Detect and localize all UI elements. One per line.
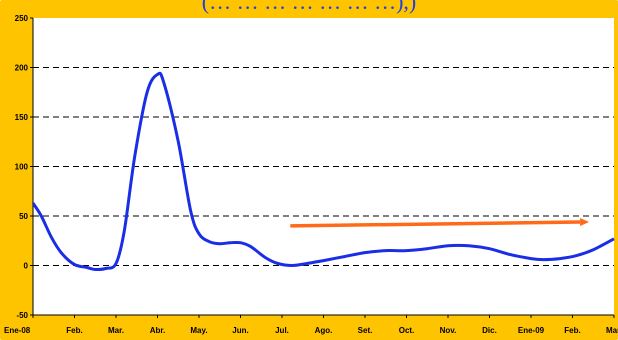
trend-arrow-shaft bbox=[290, 220, 581, 228]
x-tick-label: Abr. bbox=[150, 326, 166, 335]
y-tick-label: 50 bbox=[19, 212, 28, 221]
x-tick-label: Jun. bbox=[232, 326, 248, 335]
y-tick-label: 200 bbox=[15, 64, 29, 73]
x-tick-label: Dic. bbox=[482, 326, 497, 335]
trend-arrow-head bbox=[580, 218, 590, 227]
y-tick-label: 0 bbox=[24, 262, 29, 271]
y-tick-label: 150 bbox=[15, 113, 29, 122]
x-tick-label: Ago. bbox=[315, 326, 333, 335]
y-tick-label: -50 bbox=[16, 311, 28, 320]
x-tick-label: Mar. bbox=[606, 326, 618, 335]
x-tick-label: Set. bbox=[358, 326, 373, 335]
x-tick-label: Mar. bbox=[108, 326, 124, 335]
x-tick-label: Jul. bbox=[275, 326, 289, 335]
x-tick-label: May. bbox=[190, 326, 207, 335]
x-tick-label: Oct. bbox=[399, 326, 415, 335]
x-tick-label: Feb. bbox=[66, 326, 82, 335]
x-tick-label: Ene-08 bbox=[4, 326, 31, 335]
y-tick-label: 250 bbox=[15, 14, 29, 23]
series-line bbox=[31, 71, 615, 272]
chart-title: (… … … … … … …),) bbox=[201, 0, 417, 14]
x-tick-label: Nov. bbox=[440, 326, 457, 335]
y-tick-label: 100 bbox=[15, 163, 29, 172]
x-tick-label: Feb. bbox=[564, 326, 580, 335]
x-tick-label: Ene-09 bbox=[518, 326, 545, 335]
